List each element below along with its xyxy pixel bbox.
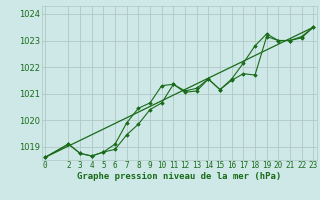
X-axis label: Graphe pression niveau de la mer (hPa): Graphe pression niveau de la mer (hPa) — [77, 172, 281, 181]
